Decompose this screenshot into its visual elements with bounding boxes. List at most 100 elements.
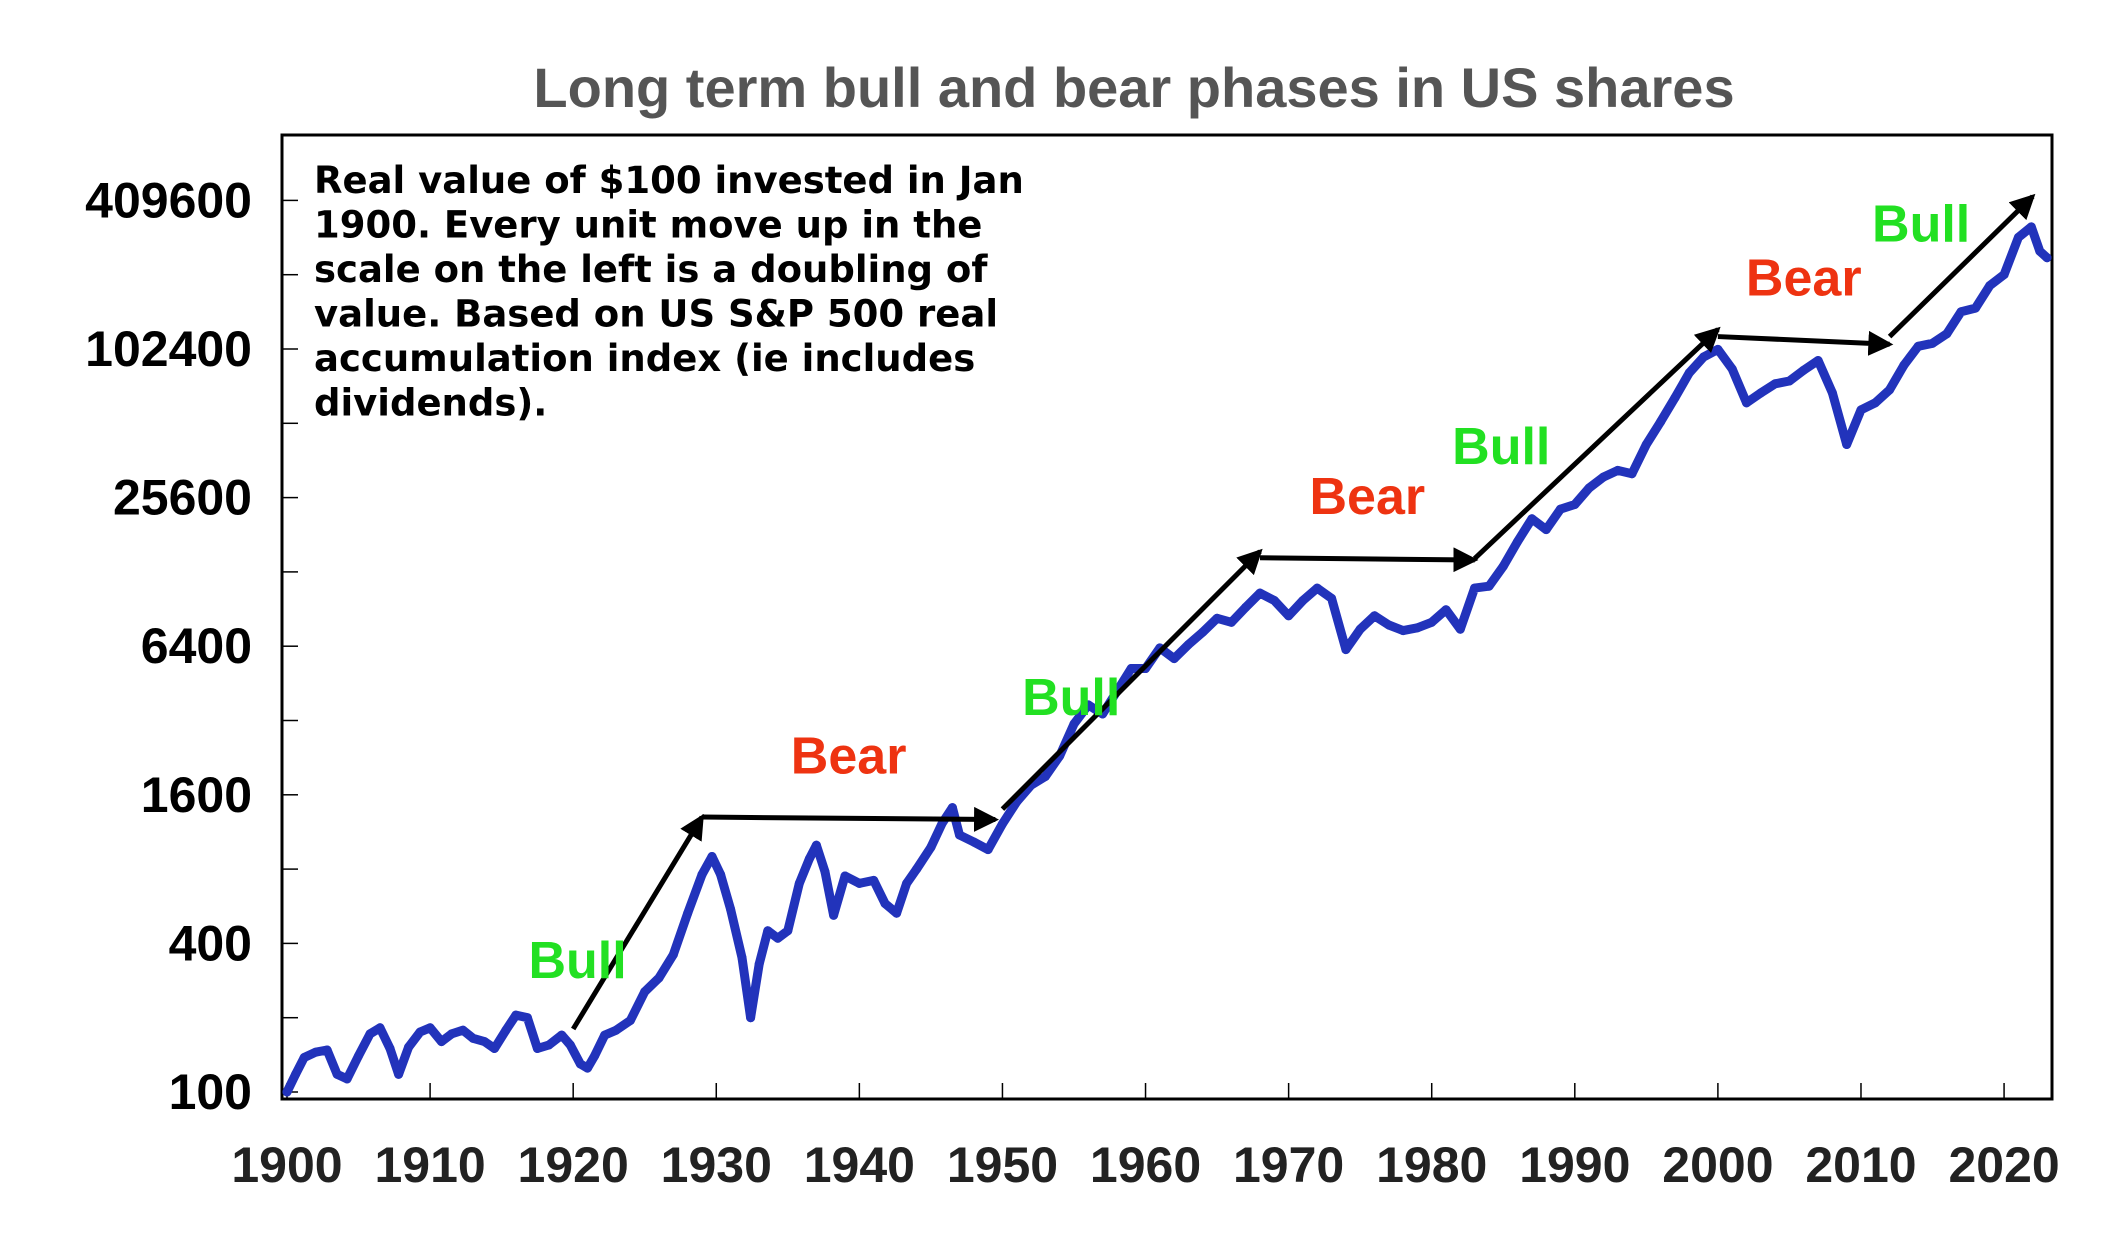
data-point [447, 1029, 457, 1039]
data-point [404, 1042, 414, 1052]
phase-label-bear: Bear [791, 727, 907, 785]
annotation-line: accumulation index (ie includes [314, 337, 975, 380]
data-point [983, 845, 993, 855]
data-point [697, 870, 707, 880]
data-point [1985, 281, 1995, 291]
data-point [880, 899, 890, 909]
phase-arrow-bull [571, 813, 705, 1031]
phase-label-bull: Bull [1452, 418, 1550, 476]
data-point [511, 1010, 521, 1020]
data-point [1784, 376, 1794, 386]
data-point [1269, 596, 1279, 605]
data-point [1398, 626, 1408, 636]
data-point [746, 1013, 756, 1023]
data-point [1928, 338, 1937, 348]
phase-label-bull: Bull [1022, 669, 1120, 727]
data-point [1613, 465, 1623, 475]
data-point [1341, 645, 1351, 655]
data-point [902, 878, 912, 888]
data-point [668, 950, 678, 960]
data-point [1198, 627, 1208, 637]
data-point [1255, 588, 1265, 598]
data-point [1069, 719, 1079, 729]
y-tick-label: 102400 [85, 321, 252, 377]
annotation-line: scale on the left is a doubling of [314, 248, 988, 291]
data-point [1083, 700, 1093, 710]
data-point [583, 1063, 592, 1073]
data-point [354, 1051, 363, 1061]
data-point [737, 953, 747, 963]
data-point [311, 1047, 321, 1057]
data-point [490, 1044, 499, 1053]
plot-frame [280, 133, 2054, 1101]
data-point [707, 852, 717, 861]
data-point [1684, 368, 1694, 378]
data-point [532, 1044, 542, 1053]
data-point [1827, 388, 1837, 398]
data-point [1498, 561, 1508, 571]
data-point [375, 1023, 385, 1033]
annotation-line: value. Based on US S&P 500 real [314, 293, 998, 336]
data-point [926, 842, 936, 852]
data-point [1656, 417, 1666, 427]
x-tick-label: 1980 [1376, 1137, 1487, 1193]
chart-title: Long term bull and bear phases in US sha… [533, 56, 1734, 119]
data-point [783, 926, 793, 936]
data-point [1427, 617, 1437, 627]
data-point [342, 1074, 352, 1084]
data-point [1312, 583, 1322, 593]
data-point [1742, 398, 1751, 408]
data-point [299, 1053, 309, 1062]
data-point [291, 1069, 301, 1079]
data-point [544, 1040, 554, 1050]
data-point [1856, 405, 1866, 415]
data-point [811, 840, 821, 850]
phase-arrow-bull [1887, 193, 2036, 339]
phase-arrow-bear [701, 806, 1000, 832]
data-point [522, 1013, 532, 1023]
data-point [332, 1069, 342, 1079]
data-point [480, 1037, 489, 1047]
data-point [600, 1030, 610, 1040]
x-axis-ticks [286, 1083, 2005, 1099]
data-point [1412, 623, 1422, 633]
data-point [1971, 303, 1980, 313]
data-point [1513, 537, 1523, 546]
data-point [1899, 360, 1909, 370]
data-point [892, 908, 902, 918]
data-point [763, 926, 773, 936]
x-tick-label: 1940 [804, 1137, 915, 1193]
y-axis-tick-labels: 100 400 1600 6400 25600 102400 409600 [85, 172, 252, 1120]
data-point [2013, 232, 2023, 242]
data-point [947, 803, 957, 813]
phase-label-bear: Bear [1746, 249, 1862, 307]
data-point [997, 819, 1007, 829]
phase-arrow-bear [1717, 330, 1894, 356]
data-point [1126, 664, 1136, 673]
data-point [590, 1051, 600, 1061]
data-point [1870, 398, 1880, 408]
data-point [1327, 593, 1337, 603]
data-point [282, 1087, 292, 1097]
x-tick-label: 1910 [374, 1137, 485, 1193]
data-point [1284, 611, 1294, 621]
data-point [829, 910, 839, 920]
data-point [1584, 483, 1594, 493]
data-point [1727, 364, 1737, 374]
annotation-line: 1900. Every unit move up in the [314, 204, 982, 247]
data-point [501, 1025, 511, 1035]
data-point [1627, 469, 1637, 479]
data-point [804, 854, 814, 864]
data-point [1370, 611, 1379, 621]
data-point [1598, 472, 1608, 482]
x-tick-label: 1920 [518, 1137, 629, 1193]
data-point [1226, 617, 1236, 627]
x-tick-label: 1950 [947, 1137, 1058, 1193]
data-point [1484, 581, 1494, 591]
y-tick-label: 6400 [141, 618, 252, 674]
y-tick-label: 25600 [113, 470, 252, 526]
phase-label-bull: Bull [1872, 196, 1970, 254]
data-point [1455, 624, 1465, 634]
